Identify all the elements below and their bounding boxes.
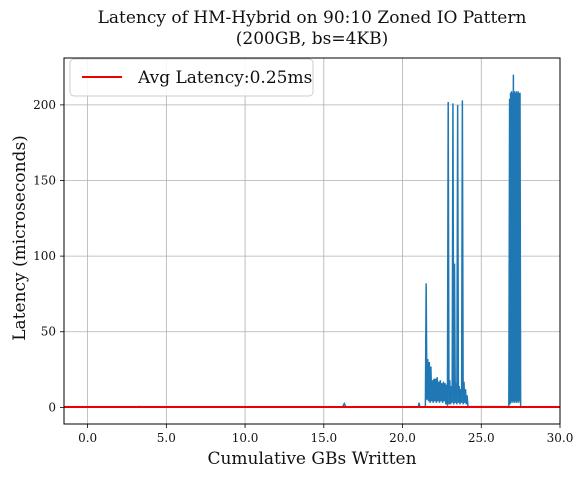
y-axis-label: Latency (microseconds) — [10, 135, 30, 341]
latency-series-line — [88, 75, 521, 407]
legend-label-avg-latency: Avg Latency:0.25ms — [137, 68, 312, 88]
y-tick-label: 200 — [33, 98, 56, 112]
series-layer — [64, 75, 560, 407]
y-tick-label: 0 — [48, 400, 56, 414]
y-tick-label: 50 — [41, 325, 56, 339]
y-tick-label: 150 — [33, 174, 56, 188]
x-tick-label: 5.0 — [157, 431, 176, 445]
y-tick-label: 100 — [33, 249, 56, 263]
x-tick-label: 25.0 — [468, 431, 495, 445]
x-tick-label: 0.0 — [78, 431, 97, 445]
x-tick-label: 10.0 — [232, 431, 259, 445]
ticks: 0.0 5.0 10.0 15.0 20.0 25.0 30.0 0 50 100 150 200 — [33, 98, 573, 445]
legend: Avg Latency:0.25ms — [70, 59, 313, 96]
x-axis-label: Cumulative GBs Written — [207, 449, 416, 469]
x-tick-label: 30.0 — [547, 431, 574, 445]
grid — [64, 58, 560, 424]
chart-title: Latency of HM-Hybrid on 90:10 Zoned IO P… — [98, 8, 527, 28]
plot-frame — [64, 58, 560, 424]
chart-subtitle: (200GB, bs=4KB) — [236, 29, 388, 49]
x-tick-label: 15.0 — [310, 431, 337, 445]
x-tick-label: 20.0 — [389, 431, 416, 445]
